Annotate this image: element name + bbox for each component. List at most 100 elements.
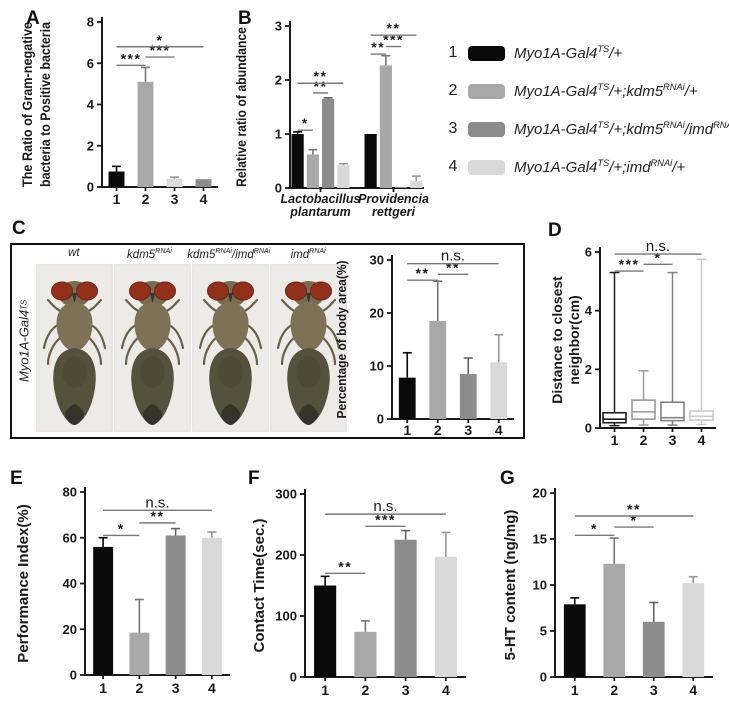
panel-letter-e: E [10, 468, 23, 489]
svg-text:Lactobacillus: Lactobacillus [281, 192, 361, 206]
svg-text:Percentage of body area(%): Percentage of body area(%) [335, 261, 349, 419]
legend-item-number: 1 [448, 44, 458, 61]
legend-item: 3 Myo1A-Gal4TS/+;kdm5RNAi/imdRNAi [446, 110, 729, 148]
chart-relative-abundance: 0 1 2 3 Relative ratio of abundance Lactobaci… [233, 19, 429, 220]
svg-text:3: 3 [650, 682, 658, 698]
svg-text:2: 2 [87, 138, 94, 153]
svg-text:Providencia: Providencia [358, 192, 429, 206]
svg-text:0: 0 [70, 668, 77, 683]
svg-text:1: 1 [321, 682, 329, 698]
svg-text:Relative ratio of abundance: Relative ratio of abundance [233, 27, 249, 187]
svg-text:10: 10 [370, 359, 384, 374]
fly-photo [270, 264, 347, 432]
svg-text:2: 2 [610, 682, 618, 698]
svg-text:**: ** [416, 265, 430, 281]
fly-photo [192, 264, 269, 432]
legend-genotype-label: Myo1A-Gal4TS/+ [514, 44, 623, 62]
svg-text:0: 0 [540, 670, 547, 685]
svg-text:n.s.: n.s. [373, 498, 397, 515]
legend-item: 1 Myo1A-Gal4TS/+ [446, 34, 726, 72]
svg-text:neighbor(cm): neighbor(cm) [566, 295, 582, 384]
svg-text:4: 4 [208, 680, 216, 696]
svg-text:300: 300 [275, 487, 297, 502]
svg-text:2: 2 [135, 680, 143, 696]
legend-genotype-label: Myo1A-Gal4TS/+;kdm5RNAi/+ [514, 82, 698, 100]
svg-text:20: 20 [533, 486, 547, 501]
svg-text:1: 1 [571, 682, 579, 698]
svg-text:60: 60 [63, 530, 77, 545]
svg-text:4: 4 [585, 303, 593, 318]
svg-text:2: 2 [640, 432, 648, 448]
svg-text:**: ** [314, 68, 328, 84]
svg-text:15: 15 [533, 532, 547, 547]
svg-text:4: 4 [689, 682, 697, 698]
svg-text:**: ** [151, 508, 165, 524]
svg-text:5-HT content (ng/mg): 5-HT content (ng/mg) [502, 510, 519, 661]
legend-item: 2 Myo1A-Gal4TS/+;kdm5RNAi/+ [446, 72, 726, 110]
svg-text:30: 30 [370, 253, 384, 268]
svg-text:80: 80 [63, 485, 77, 500]
legend-genotype-label: Myo1A-Gal4TS/+;imdRNAi/+ [514, 158, 686, 176]
panel-letter-a: A [26, 8, 40, 29]
svg-text:1: 1 [611, 432, 619, 448]
svg-text:**: ** [338, 558, 352, 574]
fly-genotype-label: kdm5RNAi/imdRNAi [187, 247, 271, 261]
svg-text:2: 2 [142, 191, 150, 207]
svg-text:**: ** [371, 39, 385, 55]
svg-text:2: 2 [361, 682, 369, 698]
svg-text:4: 4 [87, 97, 95, 112]
svg-text:0: 0 [275, 181, 282, 196]
panel-letter-f: F [248, 468, 260, 489]
svg-text:bacteria to Positive bacteria: bacteria to Positive bacteria [37, 22, 53, 187]
svg-text:***: *** [619, 256, 640, 272]
svg-text:0: 0 [290, 670, 297, 685]
fly-photo-strip [36, 264, 347, 432]
svg-text:*: * [591, 520, 598, 536]
fly-panel-side-label: Myo1A-Gal4 TS [16, 299, 32, 383]
panel-letter-c: C [12, 218, 26, 239]
svg-text:*: * [655, 249, 662, 265]
svg-text:**: ** [314, 78, 328, 94]
chart-distance-to-neighbor: 0 2 4 6 Distance to closest neighbor(cm) 1 2 3 4 *… [549, 238, 716, 448]
svg-text:**: ** [387, 20, 401, 36]
svg-text:1: 1 [403, 422, 411, 438]
fly-genotype-label: kdm5RNAi [127, 247, 172, 261]
svg-text:n.s.: n.s. [646, 238, 670, 255]
legend-item: 4 Myo1A-Gal4TS/+;imdRNAi/+ [446, 148, 726, 186]
svg-text:20: 20 [63, 622, 77, 637]
svg-text:*: * [118, 520, 125, 536]
svg-text:3: 3 [275, 19, 282, 34]
fly-genotype-label: wt [68, 247, 80, 259]
svg-text:Distance to closest: Distance to closest [549, 276, 565, 404]
fly-image-panel: Myo1A-Gal4 TS wt kdm5RNAi kdm5RNAi/imdRNAi i… [10, 243, 525, 439]
svg-text:6: 6 [87, 56, 94, 71]
svg-text:1: 1 [113, 191, 121, 207]
svg-text:2: 2 [585, 362, 592, 377]
svg-text:10: 10 [533, 578, 547, 593]
svg-text:2: 2 [434, 422, 442, 438]
svg-text:n.s.: n.s. [145, 494, 169, 511]
chart-gram-negative-ratio: 0 2 4 6 8 The Ratio of Gram-negative bacteria … [19, 15, 218, 207]
svg-text:***: *** [375, 511, 396, 527]
legend-item-number: 2 [448, 82, 458, 99]
svg-text:200: 200 [275, 548, 297, 563]
svg-text:5: 5 [540, 624, 547, 639]
svg-text:4: 4 [495, 422, 503, 438]
svg-text:4: 4 [442, 682, 450, 698]
svg-text:rettgeri: rettgeri [372, 205, 416, 219]
svg-text:plantarum: plantarum [289, 205, 350, 219]
svg-text:100: 100 [275, 609, 297, 624]
svg-text:**: ** [627, 501, 641, 517]
svg-text:1: 1 [275, 127, 282, 142]
legend-color-swatch [468, 83, 505, 99]
svg-text:3: 3 [172, 680, 180, 696]
svg-text:2: 2 [275, 73, 282, 88]
legend-item-number: 4 [448, 158, 458, 175]
svg-text:Performance Index(%): Performance Index(%) [15, 504, 32, 662]
svg-text:3: 3 [669, 432, 677, 448]
svg-text:3: 3 [464, 422, 472, 438]
